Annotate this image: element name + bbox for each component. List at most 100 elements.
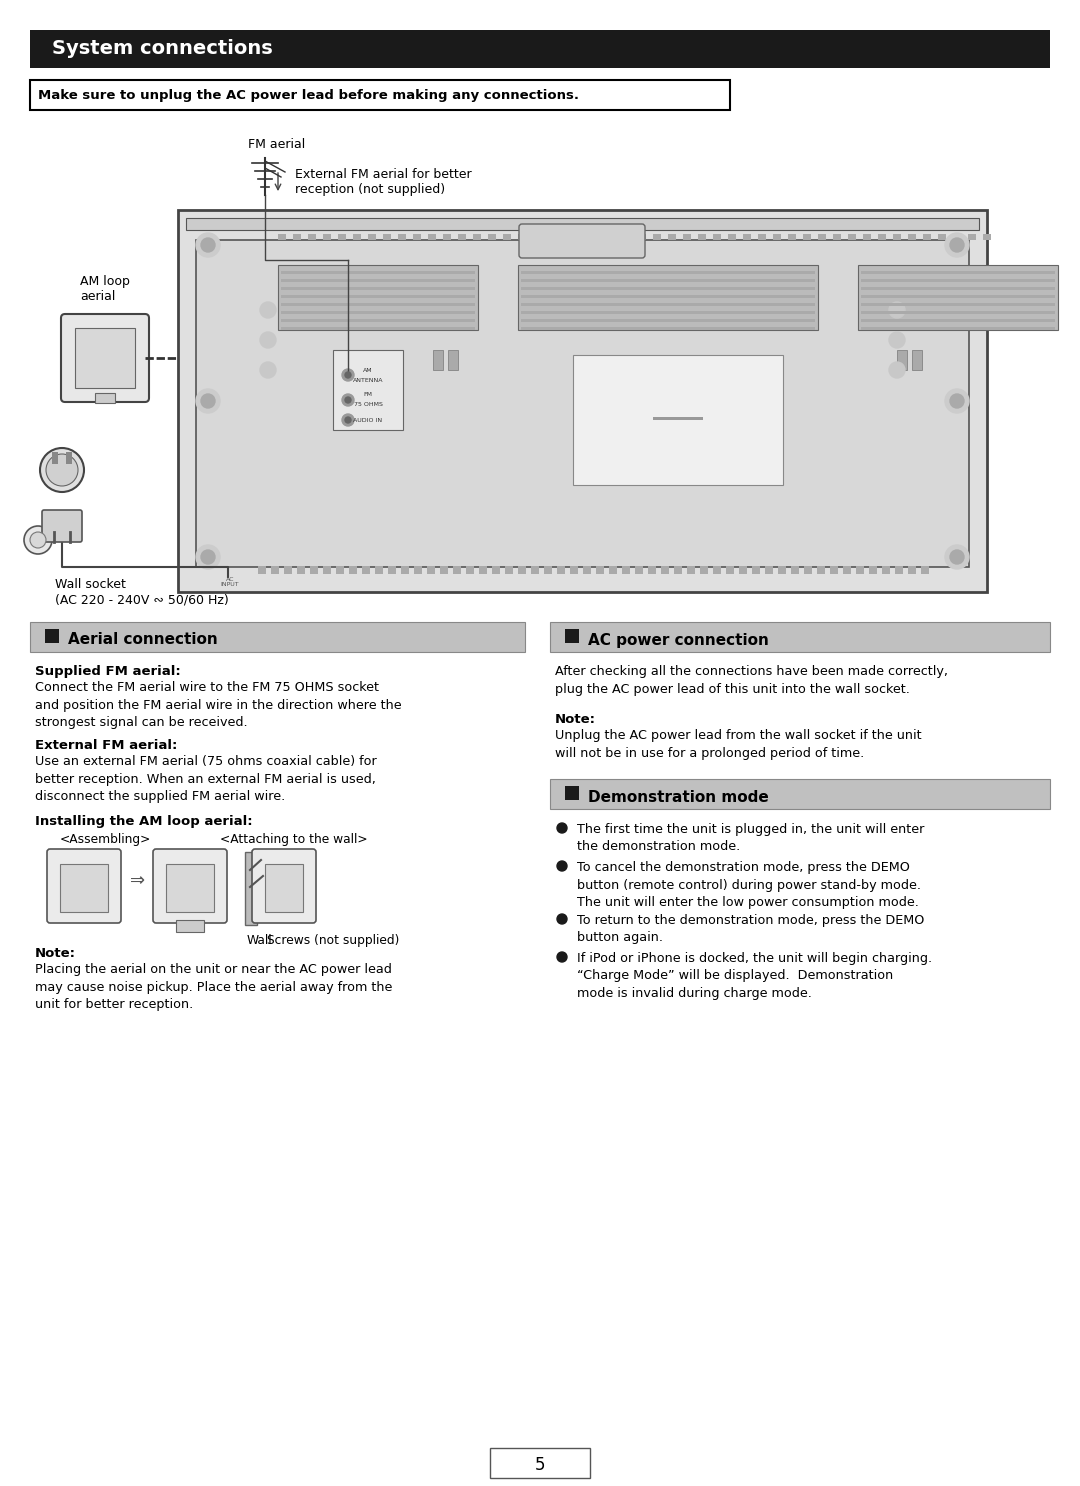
Circle shape [260, 302, 276, 318]
Text: Note:: Note: [35, 947, 76, 960]
Text: Supplied FM aerial:: Supplied FM aerial: [35, 666, 180, 678]
FancyBboxPatch shape [166, 863, 214, 912]
Bar [921, 566, 929, 574]
Bar [488, 233, 496, 241]
Text: Make sure to unplug the AC power lead before making any connections.: Make sure to unplug the AC power lead be… [38, 89, 579, 101]
Bar [521, 303, 815, 306]
Text: Demonstration mode: Demonstration mode [588, 789, 769, 804]
FancyBboxPatch shape [75, 328, 135, 388]
Bar [281, 303, 475, 306]
Bar [565, 629, 579, 643]
Circle shape [342, 394, 354, 406]
Text: Screws (not supplied): Screws (not supplied) [267, 935, 400, 947]
Bar [544, 566, 552, 574]
Bar [878, 233, 886, 241]
Text: <Attaching to the wall>: <Attaching to the wall> [220, 834, 367, 846]
Circle shape [345, 397, 351, 403]
FancyBboxPatch shape [252, 849, 316, 923]
Bar [30, 623, 525, 652]
Bar [281, 270, 475, 273]
Bar [383, 233, 391, 241]
Bar [661, 566, 669, 574]
FancyBboxPatch shape [153, 849, 227, 923]
Bar [861, 303, 1055, 306]
Bar [388, 566, 396, 574]
Bar [578, 233, 586, 241]
Text: Installing the AM loop aerial:: Installing the AM loop aerial: [35, 814, 253, 828]
Bar [563, 233, 571, 241]
Bar [653, 418, 703, 421]
Circle shape [889, 363, 905, 377]
Bar [687, 566, 696, 574]
Bar [413, 233, 421, 241]
Bar [858, 265, 1058, 330]
Bar [399, 233, 406, 241]
Bar [30, 80, 730, 110]
Text: 5: 5 [535, 1456, 545, 1474]
Bar [968, 233, 976, 241]
Bar [818, 233, 826, 241]
Bar [983, 233, 991, 241]
Text: reception (not supplied): reception (not supplied) [295, 183, 445, 196]
Text: FM aerial: FM aerial [248, 138, 306, 152]
Text: Use an external FM aerial (75 ohms coaxial cable) for
better reception. When an : Use an external FM aerial (75 ohms coaxi… [35, 755, 377, 802]
Bar [758, 233, 766, 241]
Bar [310, 566, 318, 574]
Bar [427, 566, 435, 574]
Circle shape [557, 860, 567, 871]
Bar [897, 351, 907, 370]
Bar [882, 566, 890, 574]
Bar [284, 566, 292, 574]
Circle shape [195, 389, 220, 413]
Bar [333, 351, 403, 429]
Bar [473, 233, 481, 241]
Bar [518, 233, 526, 241]
Bar [440, 566, 448, 574]
Bar [608, 233, 616, 241]
Bar [653, 233, 661, 241]
Circle shape [557, 823, 567, 834]
Bar [908, 233, 916, 241]
Circle shape [260, 363, 276, 377]
Circle shape [46, 455, 78, 486]
Bar [861, 319, 1055, 322]
Bar [583, 566, 591, 574]
Text: Placing the aerial on the unit or near the AC power lead
may cause noise pickup.: Placing the aerial on the unit or near t… [35, 963, 392, 1010]
Circle shape [201, 238, 215, 253]
Bar [752, 566, 760, 574]
Bar [453, 566, 461, 574]
Bar [505, 566, 513, 574]
Text: AC
INPUT: AC INPUT [220, 577, 240, 587]
Bar [521, 296, 815, 299]
Circle shape [201, 550, 215, 565]
Text: Wall socket: Wall socket [55, 578, 126, 591]
Bar [521, 287, 815, 290]
Bar [492, 566, 500, 574]
Bar [698, 233, 706, 241]
Bar [863, 233, 870, 241]
Bar [831, 566, 838, 574]
Text: 75 OHMS: 75 OHMS [353, 403, 382, 407]
Bar [281, 287, 475, 290]
Text: AC power connection: AC power connection [588, 633, 769, 648]
Bar [349, 566, 357, 574]
Bar [368, 233, 376, 241]
Bar [743, 233, 751, 241]
Circle shape [889, 302, 905, 318]
Text: Wall: Wall [247, 935, 272, 947]
Circle shape [950, 238, 964, 253]
Bar [534, 233, 541, 241]
Bar [308, 233, 316, 241]
Circle shape [201, 394, 215, 409]
Text: ⇒: ⇒ [130, 872, 145, 890]
Bar [323, 566, 330, 574]
Bar [912, 351, 922, 370]
Bar [521, 279, 815, 282]
Bar [428, 233, 436, 241]
Text: aerial: aerial [80, 290, 116, 303]
Circle shape [342, 369, 354, 380]
Bar [297, 566, 305, 574]
Bar [856, 566, 864, 574]
Bar [336, 566, 345, 574]
Bar [401, 566, 409, 574]
